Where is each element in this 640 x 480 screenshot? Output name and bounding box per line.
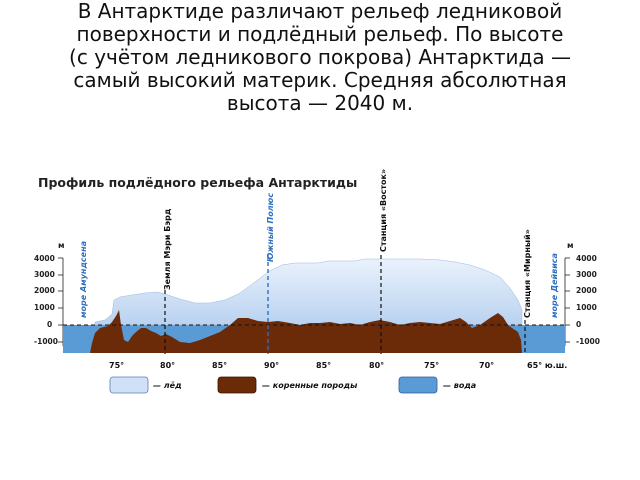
legend-bedrock-swatch [217, 376, 257, 394]
legend-ice-label: — лёд [153, 381, 182, 390]
y-tick-label: 0 [47, 320, 52, 329]
mary-byrd-label: Земля Мэри Бэрд [163, 208, 172, 290]
x-tick-label: 75° [109, 361, 124, 370]
x-tick-label: 90° [264, 361, 279, 370]
intro-line: высота — 2040 м. [226, 91, 414, 115]
y-tick-label: 4000 [34, 254, 55, 263]
y-tick-label-right: 1000 [576, 303, 597, 312]
x-tick-label: 65° ю.ш. [527, 361, 567, 370]
davis-sea-label: море Дейвиса [550, 253, 559, 318]
legend-water-label: — вода [443, 381, 476, 390]
y-tick-label-right: -1000 [576, 337, 600, 346]
intro-line: В Антарктиде различают рельеф ледниковой [77, 0, 563, 23]
intro-line: (с учётом ледникового покрова) Антарктид… [69, 45, 571, 69]
south-pole-label: Южный Полюс [266, 193, 275, 262]
y-tick-label: 2000 [34, 286, 55, 295]
legend: — лёд — коренные породы — вода [109, 376, 476, 394]
y-tick-label: 1000 [34, 303, 55, 312]
y-tick-label-right: 4000 [576, 254, 597, 263]
unit-right-label: м [567, 241, 574, 250]
intro-text: В Антарктиде различают рельеф ледниковой… [20, 0, 620, 115]
legend-bedrock-label: — коренные породы [262, 381, 358, 390]
intro-line: поверхности и подлёдный рельеф. По высот… [76, 22, 564, 46]
y-tick-label-right: 0 [576, 320, 581, 329]
ice-area [94, 258, 523, 326]
diagram-title: Профиль подлёдного рельефа Антарктиды [38, 175, 357, 190]
legend-water-swatch [398, 376, 438, 394]
bedrock-area [90, 310, 522, 353]
intro-line: самый высокий материк. Средняя абсолютна… [73, 68, 567, 92]
mirny-label: Станция «Мирный» [523, 229, 532, 318]
y-tick-label: 3000 [34, 270, 55, 279]
vostok-label: Станция «Восток» [379, 169, 388, 252]
y-tick-label-right: 2000 [576, 286, 597, 295]
x-tick-label: 85° [212, 361, 227, 370]
y-tick-label: -1000 [34, 337, 58, 346]
amundsen-sea-label: море Амундсена [79, 241, 88, 318]
x-tick-label: 75° [424, 361, 439, 370]
x-tick-label: 80° [369, 361, 384, 370]
x-tick-label: 80° [160, 361, 175, 370]
y-tick-label-right: 3000 [576, 270, 597, 279]
x-tick-label: 70° [479, 361, 494, 370]
legend-ice-swatch [109, 376, 149, 394]
x-tick-label: 85° [316, 361, 331, 370]
unit-left-label: м [58, 241, 65, 250]
